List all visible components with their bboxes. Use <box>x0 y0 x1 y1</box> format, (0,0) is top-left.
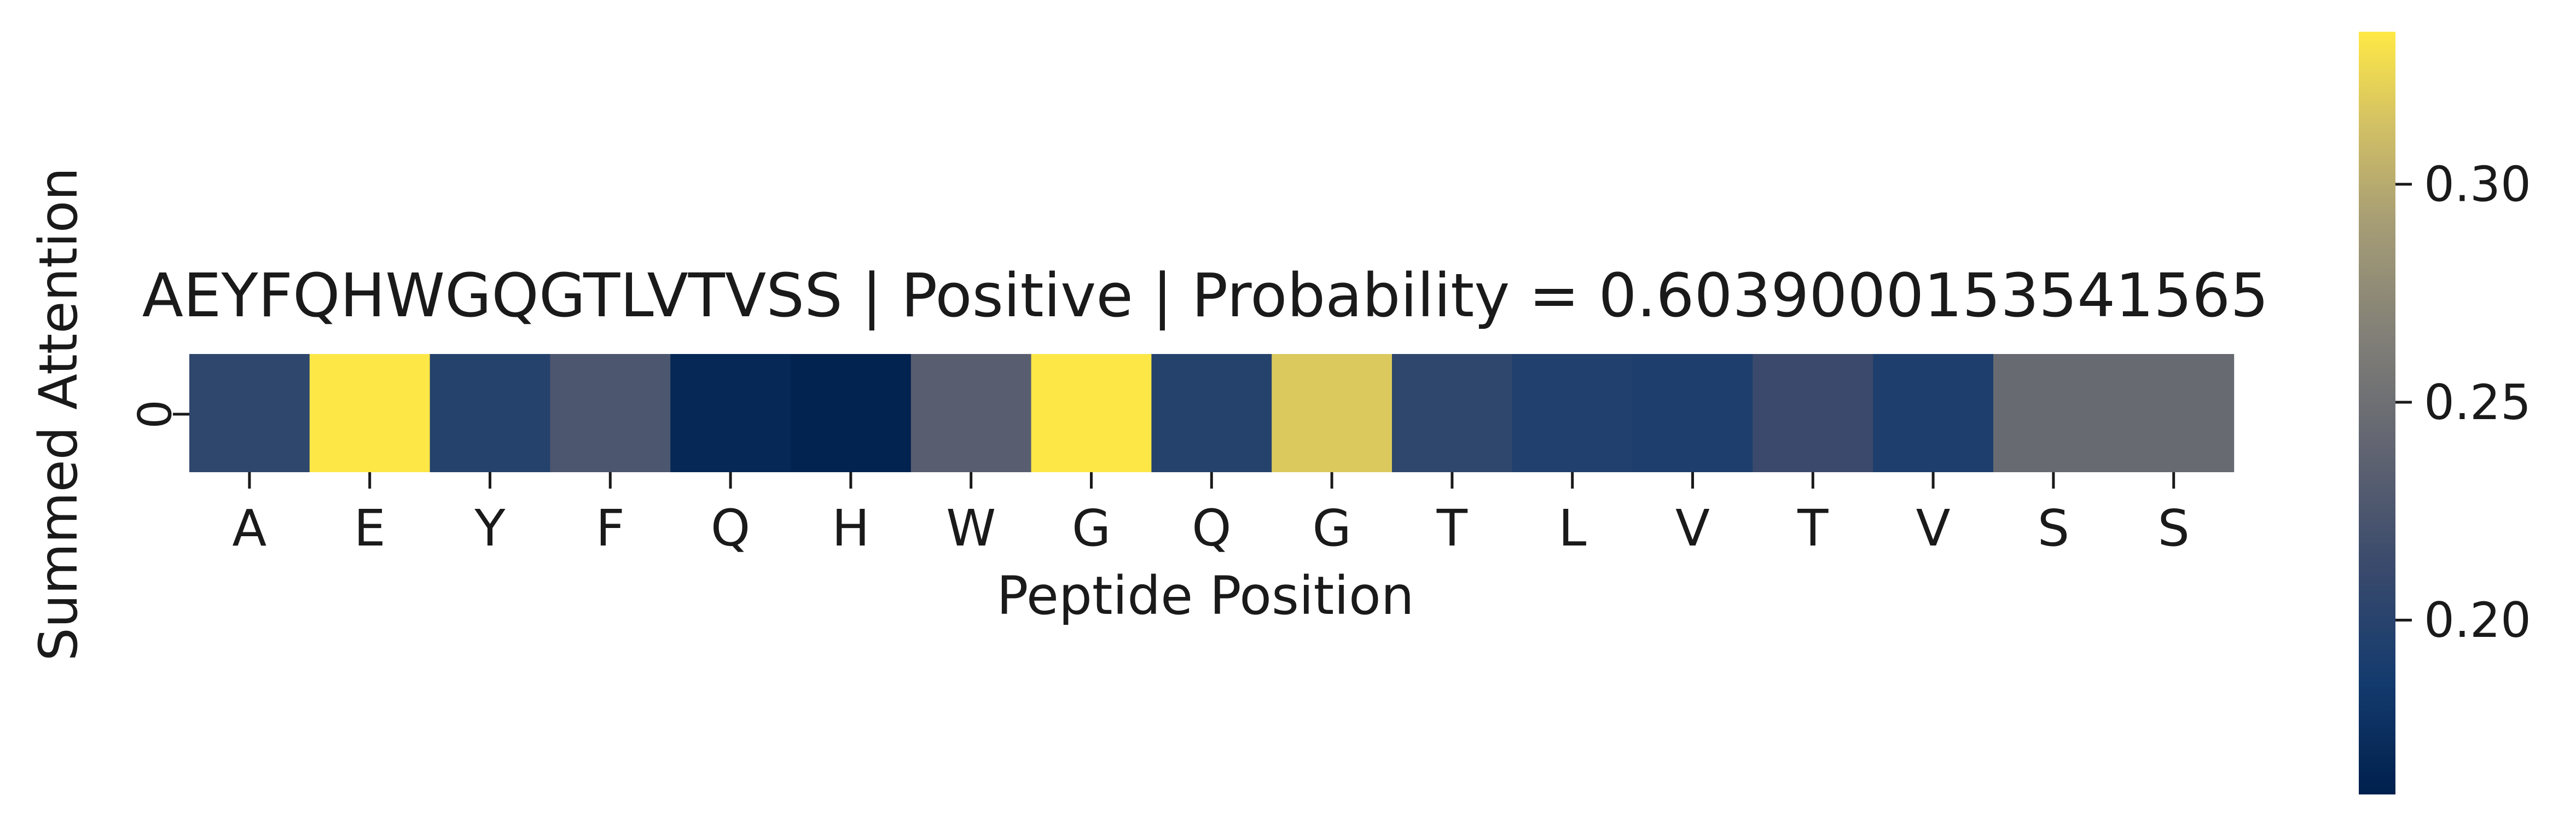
heatmap-cell <box>1272 354 1393 472</box>
y-axis-label: Summed Attention <box>28 167 89 661</box>
heatmap-cell <box>670 354 791 472</box>
x-tick-label: V <box>1916 499 1951 558</box>
heatmap-cell <box>1753 354 1873 472</box>
x-tick-label: A <box>232 499 266 558</box>
x-tick-label: T <box>1797 499 1829 558</box>
colorbar-tick-label: 0.30 <box>2424 156 2531 213</box>
x-tick-label: V <box>1675 499 1710 558</box>
colorbar <box>2359 32 2395 794</box>
heatmap-cell <box>189 354 310 472</box>
heatmap-cell <box>1392 354 1513 472</box>
heatmap-cell <box>1993 354 2114 472</box>
x-tick-label: W <box>946 499 996 558</box>
heatmap-cells <box>189 354 2235 472</box>
heatmap-cell <box>1031 354 1152 472</box>
y-tick-label: 0 <box>128 399 182 428</box>
heatmap-cell <box>791 354 912 472</box>
heatmap-cell <box>1512 354 1633 472</box>
x-tick-label: S <box>2038 499 2069 558</box>
x-tick-label: E <box>354 499 386 558</box>
x-tick-label: Q <box>1192 499 1231 558</box>
y-tick-0: 0 <box>128 399 189 429</box>
heatmap-cell <box>1151 354 1272 472</box>
heatmap-cell <box>2113 354 2235 472</box>
x-tick-label: L <box>1558 499 1586 558</box>
heatmap-cell <box>550 354 671 472</box>
x-tick-label: Q <box>711 499 750 558</box>
x-tick-label: F <box>596 499 625 558</box>
heatmap-cell <box>309 354 431 472</box>
heatmap-cell <box>1873 354 1994 472</box>
x-tick-label: G <box>1072 499 1111 558</box>
colorbar-tick-label: 0.20 <box>2424 592 2531 648</box>
colorbar-tick-label: 0.25 <box>2424 374 2531 431</box>
heatmap-cell <box>910 354 1032 472</box>
chart-title: AEYFQHWGQGTLVTVSS | Positive | Probabili… <box>142 260 2268 331</box>
colorbar-ticks: 0.20 0.25 0.30 <box>2395 156 2531 648</box>
x-axis-label: Peptide Position <box>996 565 1414 626</box>
x-tick-label: H <box>832 499 869 558</box>
x-tick-label: Y <box>474 499 506 558</box>
x-tick-label: S <box>2157 499 2189 558</box>
heatmap-cell <box>430 354 550 472</box>
heatmap-cell <box>1632 354 1753 472</box>
x-tick-label: T <box>1436 499 1468 558</box>
x-tick-label: G <box>1312 499 1351 558</box>
